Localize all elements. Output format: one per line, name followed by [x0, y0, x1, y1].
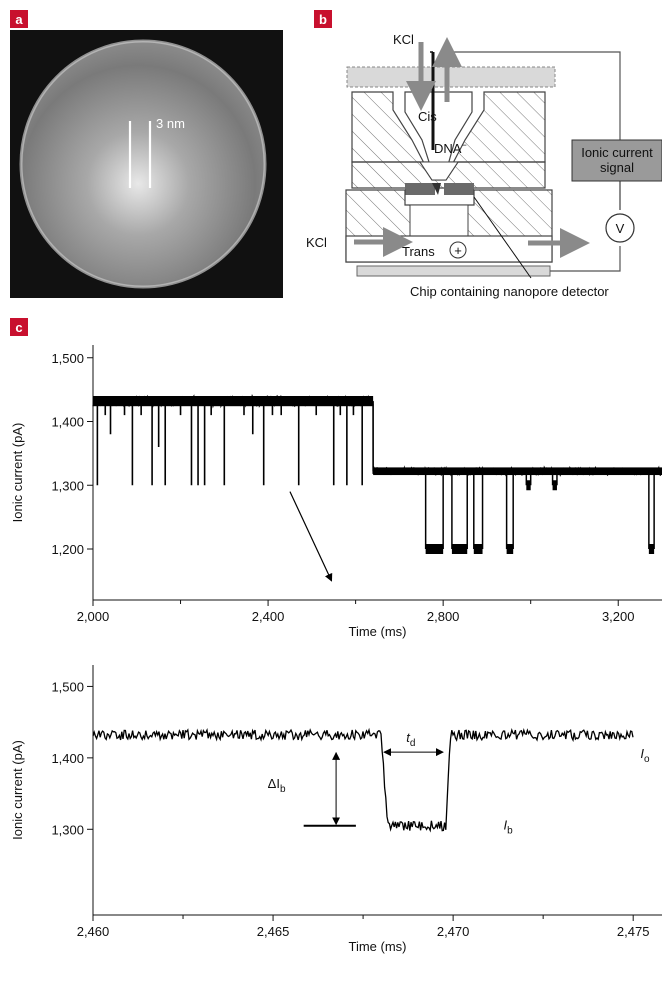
y-tick-label: 1,500 [51, 351, 84, 366]
long-blockade-level [451, 544, 468, 554]
dna-label: DNA− [434, 140, 467, 156]
panel-a: a 3 nm [10, 10, 283, 298]
pore-channel [419, 161, 459, 181]
trans-cavity [409, 204, 469, 241]
kcl-top-label: KCl [393, 32, 414, 47]
dna-text: DNA [434, 141, 462, 156]
x-axis-title: Time (ms) [348, 939, 406, 954]
ib-symbol: I [504, 817, 508, 832]
annotations: td ΔIb Io Ib [268, 730, 650, 836]
x-tick-label: 2,460 [77, 924, 110, 939]
td-symbol: t [406, 730, 411, 745]
panel-b-label-bg [314, 10, 332, 28]
panel-a-label-bg [10, 10, 28, 28]
baseline-trace [92, 393, 662, 477]
x-tick-label: 2,470 [437, 924, 470, 939]
ib-label: Ib [504, 817, 514, 836]
panel-b-label: b [319, 12, 327, 27]
panel-c-label: c [15, 320, 22, 335]
voltmeter-icon [605, 213, 635, 243]
axis-ticks: 1,200 1,300 1,400 1,500 2,000 2,400 2,800 3,200 [51, 351, 634, 624]
noise-band [373, 467, 662, 476]
membrane-rim [19, 39, 267, 289]
x-tick-label: 2,000 [77, 609, 110, 624]
current-trace [92, 393, 662, 554]
y-tick-label: 1,500 [51, 679, 84, 694]
long-blockade-level [425, 544, 444, 554]
ib-subscript: b [507, 825, 513, 836]
io-subscript: o [644, 754, 650, 765]
x-tick-label: 2,465 [257, 924, 290, 939]
event-trace [92, 727, 634, 833]
y-tick-label: 1,400 [51, 751, 84, 766]
delta-ib-subscript: b [280, 784, 286, 795]
current-trace [92, 727, 634, 833]
delta-ib-symbol: ΔI [268, 776, 280, 791]
io-symbol: I [640, 746, 644, 761]
y-tick-label: 1,400 [51, 415, 84, 430]
y-tick-label: 1,300 [51, 478, 84, 493]
annotations [289, 491, 333, 582]
x-tick-label: 2,475 [617, 924, 650, 939]
dna-superscript: − [461, 140, 466, 150]
top-electrode-plate [346, 66, 556, 88]
long-blockade-level [552, 480, 557, 491]
noise-band [93, 396, 374, 407]
panel-c-label-bg [10, 318, 28, 336]
signal-box [571, 139, 662, 182]
signal-label-line2: signal [600, 160, 634, 175]
chip-caption: Chip containing nanopore detector [410, 284, 609, 299]
y-axis-title: Ionic current (pA) [10, 423, 25, 523]
x-tick-label: 2,400 [252, 609, 285, 624]
chip-pointer-line [473, 196, 532, 279]
long-blockade-level [506, 544, 514, 554]
voltmeter-label: V [616, 221, 625, 236]
x-tick-label: 3,200 [602, 609, 635, 624]
kcl-bottom-label: KCl [306, 235, 327, 250]
cis-label: Cis [418, 109, 437, 124]
y-axis-title: Ionic current (pA) [10, 740, 25, 840]
dwell-time-label: td [406, 730, 415, 749]
chart-overview: 1,200 1,300 1,400 1,500 2,000 2,400 2,800 3,200… [10, 345, 662, 639]
long-blockade-level [526, 480, 531, 491]
delta-ib-label: ΔIb [268, 776, 286, 795]
signal-label-line1: Ionic current [581, 145, 653, 160]
long-blockade-level [473, 544, 483, 554]
plus-sign: + [454, 243, 462, 258]
trans-label: Trans [402, 244, 435, 259]
io-label: Io [640, 746, 650, 765]
nanopore [432, 183, 441, 195]
chart-zoom: 1,300 1,400 1,500 2,460 2,465 2,470 2,475 td Δ… [10, 665, 662, 954]
y-tick-label: 1,300 [51, 822, 84, 837]
chip-membrane-right [444, 183, 474, 195]
scale-label: 3 nm [156, 116, 185, 131]
panel-b: b Ionic current signal [306, 10, 662, 299]
nanopore-membrane-image [21, 41, 265, 287]
panel-a-label: a [15, 12, 23, 27]
chip-membrane-left [405, 183, 435, 195]
axis-ticks: 1,300 1,400 1,500 2,460 2,465 2,470 2,475 [51, 679, 649, 939]
circuit-wire-bottom [550, 246, 621, 272]
bottom-electrode-plate [356, 265, 551, 277]
positive-electrode-icon [449, 241, 467, 259]
x-axis-title: Time (ms) [348, 624, 406, 639]
td-subscript: d [410, 738, 416, 749]
x-tick-label: 2,800 [427, 609, 460, 624]
y-tick-label: 1,200 [51, 542, 84, 557]
zoom-arrow [289, 491, 333, 582]
long-blockade-level [648, 544, 655, 554]
